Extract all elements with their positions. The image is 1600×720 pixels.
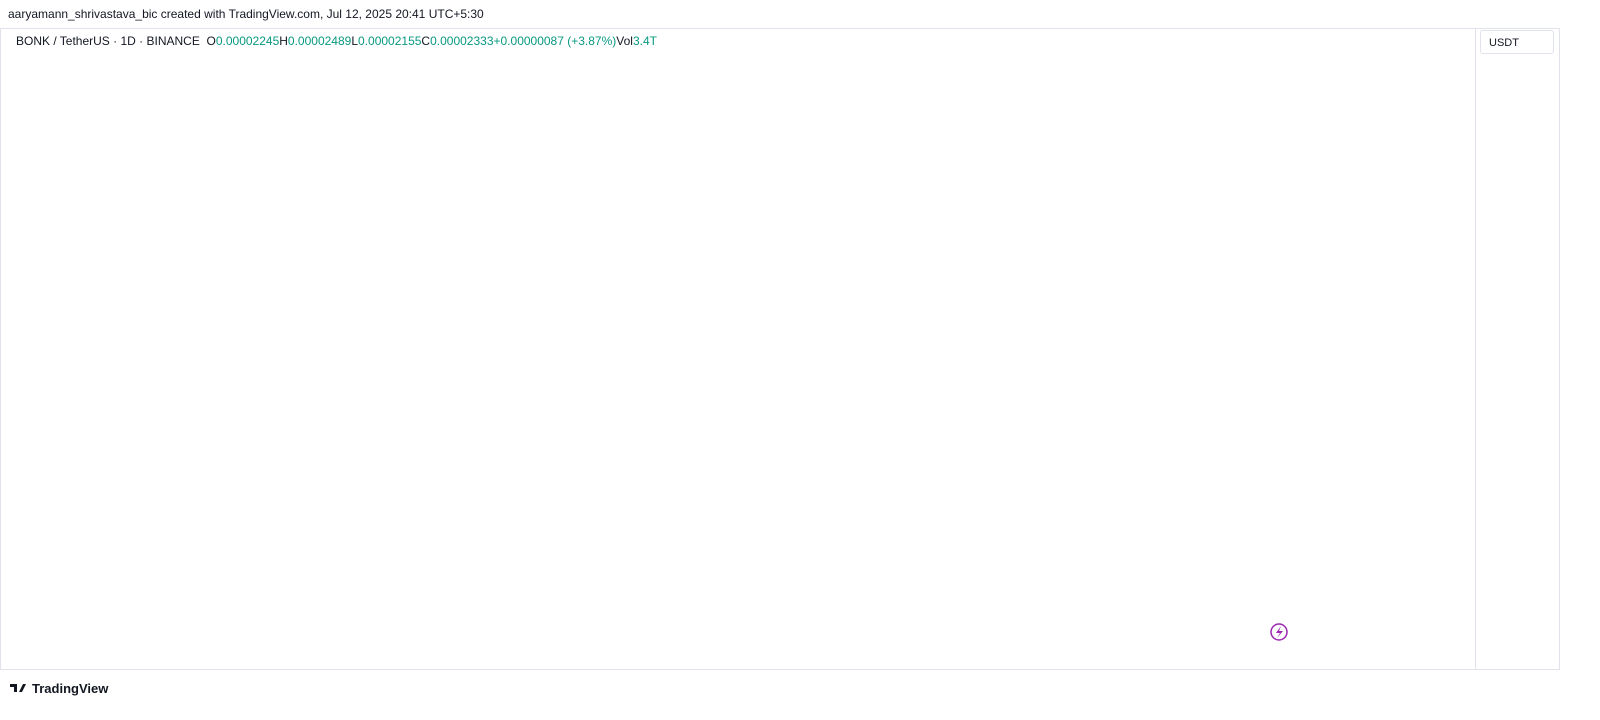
volume: 3.4T [632,34,657,48]
ohlc-key: H [279,34,288,48]
volume-key: Vol [616,34,633,48]
ohlc-value: 0.00002489 [287,34,352,48]
brand-logo [10,684,26,692]
ohlc-key: C [421,34,431,48]
ohlc-key: O [206,34,216,48]
ohlc-value: 0.00002333 [430,34,494,48]
symbol-legend: BONK / TetherUS · 1D · BINANCE O0.000022… [16,34,657,48]
ohlc-value: 0.00002245 [215,34,280,48]
currency-button[interactable]: USDT [1480,30,1554,54]
ohlc-key: L [351,34,359,48]
change: +0.00000087 (+3.87%) [493,34,617,48]
brand: TradingView [32,681,109,696]
alert-icon[interactable] [1270,623,1288,641]
symbol: BONK / TetherUS · 1D · BINANCE [16,34,200,48]
ohlc-value: 0.00002155 [358,34,422,48]
chart-frame [0,28,1560,670]
attribution: aaryamann_shrivastava_bic created with T… [8,7,484,21]
